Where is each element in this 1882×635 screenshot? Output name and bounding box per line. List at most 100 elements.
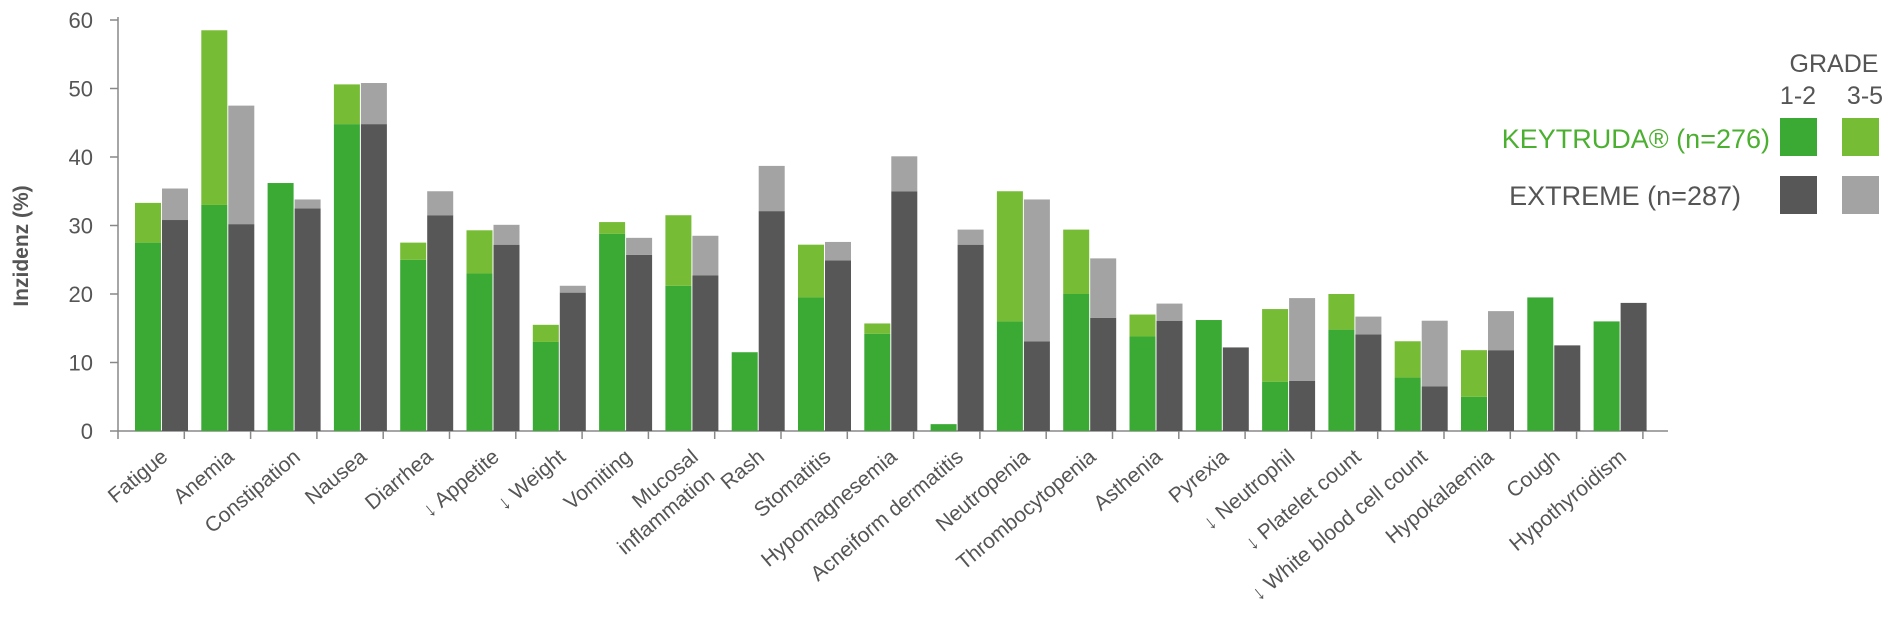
extreme-grade-1-2-bar [360,124,387,432]
extreme-grade-1-2-bar [626,254,653,431]
extreme-grade-1-2-bar [1355,334,1382,431]
bars [135,30,1647,432]
keytruda-grade-1-2-bar [798,297,824,431]
keytruda-grade-3-5-bar [1328,294,1355,330]
category-label-text: Asthenia [1089,445,1167,515]
extreme-grade-1-2-bar [1023,341,1050,431]
keytruda-grade-3-5-bar [466,230,493,274]
category-label: Vomiting [560,445,636,514]
extreme-grade-1-2-bar [559,292,586,431]
extreme-grade-1-2-bar [692,275,719,431]
keytruda-grade-1-2-bar [665,285,692,431]
y-tick-label: 0 [81,419,93,444]
category-label-text: Cough [1502,445,1564,502]
extreme-grade-3-5-bar [559,285,586,293]
extreme-grade-3-5-bar [692,235,719,276]
keytruda-grade-1-2-bar [532,341,559,431]
extreme-grade-3-5-bar [294,199,321,209]
extreme-grade-1-2-bar [1620,302,1647,431]
keytruda-grade-1-2-bar [267,183,294,431]
extreme-grade-3-5-bar [825,241,851,261]
y-tick-label: 20 [69,282,93,307]
extreme-grade-3-5-bar [360,83,387,125]
extreme-grade-3-5-bar [162,188,188,221]
extreme-grade-1-2-bar [1090,317,1117,431]
y-axis: 0 10 20 30 40 50 60 [69,8,119,444]
extreme-grade-1-2-bar [162,220,188,431]
extreme-grade-1-2-bar [1421,386,1448,431]
extreme-grade-1-2-bar [758,211,785,431]
y-axis-label: Inzidenz (%) [10,185,33,306]
keytruda-grade-3-5-bar [798,244,824,298]
category-label-text: Rash [717,445,769,494]
keytruda-grade-1-2-bar [466,273,493,431]
extreme-grade-1-2-bar [1488,350,1514,431]
extreme-grade-1-2-bar [493,244,520,431]
keytruda-grade-1-2-bar [599,233,626,431]
x-axis [117,430,1668,439]
category-label: Asthenia [1089,445,1167,515]
category-label-text: ↓ Platelet count [1241,445,1366,555]
keytruda-grade-1-2-bar [135,242,161,431]
extreme-grade-1-2-bar [1156,320,1183,431]
keytruda-grade-1-2-bar [1527,297,1554,431]
extreme-grade-3-5-bar [758,165,785,212]
legend-swatch-keytruda-grade-3-5 [1842,118,1879,156]
extreme-grade-3-5-bar [228,105,255,225]
extreme-grade-1-2-bar [427,215,454,431]
keytruda-grade-1-2-bar [1129,336,1156,431]
keytruda-grade-3-5-bar [996,191,1023,322]
category-label-text: Fatigue [104,445,172,508]
legend-swatch-keytruda-grade-1-2 [1780,118,1817,156]
category-label-text: Vomiting [560,445,636,514]
category-label: Rash [717,445,769,494]
extreme-grade-1-2-bar [1289,380,1316,431]
extreme-grade-3-5-bar [493,224,520,245]
category-labels: FatigueAnemiaConstipationNauseaDiarrhea↓… [104,445,1631,605]
keytruda-grade-3-5-bar [1394,341,1421,378]
keytruda-grade-3-5-bar [532,324,559,342]
extreme-grade-1-2-bar [1222,347,1249,431]
extreme-grade-3-5-bar [1023,199,1050,342]
extreme-grade-1-2-bar [228,224,255,431]
category-label-text: Nausea [301,445,371,509]
extreme-grade-3-5-bar [626,237,653,255]
category-label-text: Hypothyroidism [1505,445,1631,556]
extreme-grade-1-2-bar [891,191,918,431]
keytruda-grade-3-5-bar [1063,229,1090,294]
keytruda-grade-1-2-bar [201,204,228,431]
extreme-grade-1-2-bar [957,244,984,431]
keytruda-grade-3-5-bar [665,215,692,286]
keytruda-grade-3-5-bar [400,242,427,260]
extreme-grade-3-5-bar [891,156,918,192]
extreme-grade-3-5-bar [1421,320,1448,387]
keytruda-grade-1-2-bar [1394,377,1421,431]
keytruda-grade-1-2-bar [333,124,360,432]
legend-swatch-extreme-grade-3-5 [1842,176,1879,214]
category-label: ↓ Weight [493,445,570,515]
keytruda-grade-1-2-bar [731,352,758,431]
keytruda-grade-1-2-bar [864,333,891,431]
keytruda-grade-1-2-bar [1195,320,1222,431]
y-tick-label: 10 [69,351,93,376]
extreme-grade-3-5-bar [1488,311,1514,351]
y-tick-label: 30 [69,214,93,239]
category-label-text: ↓ Weight [493,445,570,515]
extreme-grade-3-5-bar [427,191,454,216]
keytruda-grade-3-5-bar [1262,309,1289,382]
keytruda-grade-1-2-bar [1593,321,1620,431]
keytruda-grade-1-2-bar [996,321,1023,431]
legend-keytruda-label: KEYTRUDA® (n=276) [1502,124,1770,154]
legend-col-grade-1-2: 1-2 [1780,82,1816,110]
extreme-grade-1-2-bar [825,260,851,431]
keytruda-grade-3-5-bar [135,202,161,243]
keytruda-grade-3-5-bar [333,84,360,125]
extreme-grade-1-2-bar [1554,345,1581,431]
keytruda-grade-1-2-bar [400,259,427,431]
y-tick-label: 60 [69,8,93,33]
legend-extreme-label: EXTREME (n=287) [1509,181,1741,211]
keytruda-grade-3-5-bar [1129,314,1156,337]
keytruda-grade-1-2-bar [1461,396,1487,431]
keytruda-grade-3-5-bar [201,30,228,205]
